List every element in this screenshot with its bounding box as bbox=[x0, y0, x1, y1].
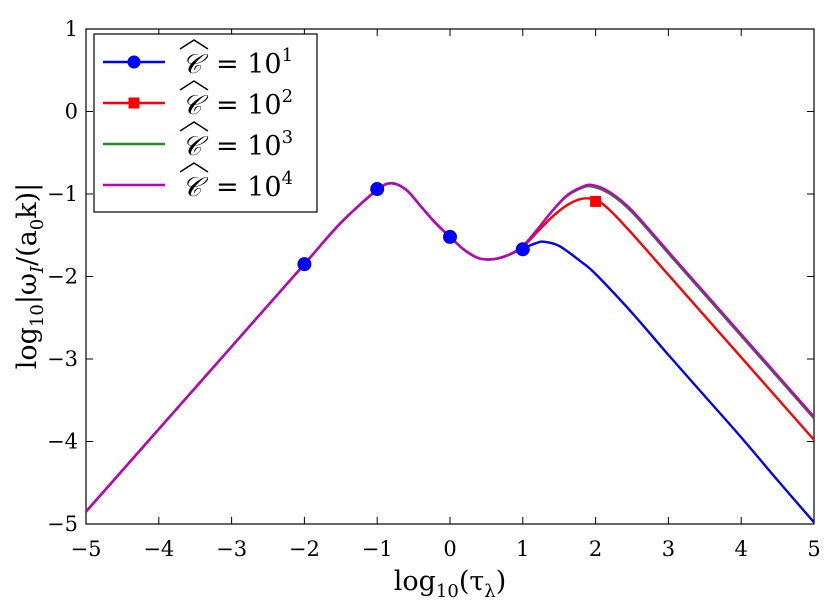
legend-hat bbox=[179, 162, 209, 173]
x-tick-label: −1 bbox=[362, 537, 393, 561]
series-1-marker bbox=[515, 242, 530, 257]
x-axis-title-log: log bbox=[394, 566, 436, 597]
x-axis-title: log10(τλ) bbox=[394, 566, 507, 602]
series-1-marker bbox=[297, 257, 312, 272]
y-axis-title: log10|ωI/(a0k)| bbox=[12, 183, 48, 370]
x-tick-label: −5 bbox=[71, 537, 102, 561]
legend-label: = 101 bbox=[216, 45, 293, 80]
x-tick-label: 1 bbox=[516, 537, 529, 561]
series-1-marker bbox=[370, 182, 385, 197]
series-markers bbox=[297, 182, 602, 272]
y-tick-label: 0 bbox=[65, 100, 78, 124]
x-tick-label: 4 bbox=[735, 537, 748, 561]
legend-hat bbox=[179, 39, 209, 50]
legend-hat bbox=[179, 121, 209, 132]
x-tick-labels: −5 −4 −3 −2 −1 0 1 2 3 4 5 bbox=[71, 537, 821, 561]
legend-entry: 𝒞 = 102 bbox=[103, 80, 293, 121]
legend-label: = 102 bbox=[216, 86, 293, 121]
y-tick-label: −5 bbox=[47, 512, 78, 536]
series-lines bbox=[86, 182, 814, 524]
y-tick-label: −4 bbox=[47, 430, 78, 454]
x-tick-label: 5 bbox=[807, 537, 820, 561]
legend-entry: 𝒞 = 101 bbox=[103, 39, 293, 80]
x-tick-label: −3 bbox=[216, 537, 247, 561]
y-axis-title-base: 10 bbox=[27, 304, 48, 327]
legend-hat bbox=[179, 80, 209, 91]
series-1-marker bbox=[443, 229, 457, 244]
x-tick-label: −4 bbox=[143, 537, 174, 561]
x-axis-title-arg: (τ bbox=[459, 566, 484, 597]
y-axis-title-sub0: 0 bbox=[27, 219, 48, 230]
x-axis-title-close: ) bbox=[496, 566, 507, 597]
x-axis-title-sub: λ bbox=[484, 581, 495, 602]
legend-marker bbox=[127, 55, 141, 69]
x-tick-label: 0 bbox=[443, 537, 456, 561]
legend-label: = 103 bbox=[216, 127, 293, 162]
x-tick-label: 3 bbox=[662, 537, 675, 561]
x-tick-label: 2 bbox=[589, 537, 602, 561]
series-2-marker bbox=[590, 195, 602, 207]
y-axis-title-sub: I bbox=[27, 265, 48, 274]
legend-marker bbox=[128, 97, 140, 109]
y-tick-label: −2 bbox=[47, 265, 78, 289]
x-tick-label: −2 bbox=[289, 537, 320, 561]
y-tick-label: −3 bbox=[47, 347, 78, 371]
y-tick-label: −1 bbox=[47, 182, 78, 206]
y-axis-title-rest: /(a bbox=[12, 230, 43, 266]
y-axis-title-log: log bbox=[12, 327, 43, 369]
y-tick-label: 1 bbox=[65, 17, 78, 41]
y-axis-title-arg: |ω bbox=[12, 273, 43, 304]
series-line-4 bbox=[86, 182, 814, 513]
legend-label: = 104 bbox=[216, 168, 293, 203]
y-axis-title-end: k)| bbox=[12, 183, 43, 219]
x-axis-title-base: 10 bbox=[436, 581, 459, 602]
y-tick-labels: −5 −4 −3 −2 −1 0 1 bbox=[47, 17, 78, 536]
